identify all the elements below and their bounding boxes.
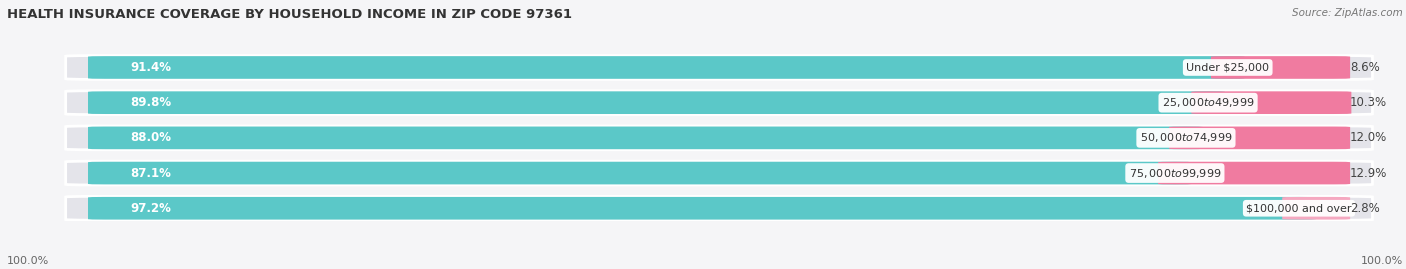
Text: Source: ZipAtlas.com: Source: ZipAtlas.com <box>1292 8 1403 18</box>
FancyBboxPatch shape <box>1211 56 1350 79</box>
Text: $75,000 to $99,999: $75,000 to $99,999 <box>1129 167 1222 180</box>
FancyBboxPatch shape <box>1170 126 1350 149</box>
Text: $25,000 to $49,999: $25,000 to $49,999 <box>1161 96 1254 109</box>
Text: 10.3%: 10.3% <box>1350 96 1388 109</box>
Text: 2.8%: 2.8% <box>1350 202 1379 215</box>
FancyBboxPatch shape <box>89 197 1316 220</box>
FancyBboxPatch shape <box>1159 162 1350 184</box>
FancyBboxPatch shape <box>89 162 1192 184</box>
Text: 88.0%: 88.0% <box>129 131 172 144</box>
Text: 12.9%: 12.9% <box>1350 167 1388 180</box>
FancyBboxPatch shape <box>66 161 1372 185</box>
Text: Under $25,000: Under $25,000 <box>1187 62 1270 72</box>
Text: 100.0%: 100.0% <box>7 256 49 266</box>
Text: 97.2%: 97.2% <box>129 202 170 215</box>
FancyBboxPatch shape <box>1282 197 1350 220</box>
Text: 100.0%: 100.0% <box>1361 256 1403 266</box>
Text: 91.4%: 91.4% <box>129 61 172 74</box>
Text: 89.8%: 89.8% <box>129 96 172 109</box>
FancyBboxPatch shape <box>66 91 1372 115</box>
Text: $50,000 to $74,999: $50,000 to $74,999 <box>1140 131 1232 144</box>
Text: 87.1%: 87.1% <box>129 167 170 180</box>
Text: HEALTH INSURANCE COVERAGE BY HOUSEHOLD INCOME IN ZIP CODE 97361: HEALTH INSURANCE COVERAGE BY HOUSEHOLD I… <box>7 8 572 21</box>
FancyBboxPatch shape <box>89 126 1202 149</box>
FancyBboxPatch shape <box>66 196 1372 220</box>
Text: $100,000 and over: $100,000 and over <box>1246 203 1351 213</box>
FancyBboxPatch shape <box>66 56 1372 79</box>
Text: 8.6%: 8.6% <box>1350 61 1379 74</box>
FancyBboxPatch shape <box>89 56 1244 79</box>
FancyBboxPatch shape <box>1191 91 1351 114</box>
FancyBboxPatch shape <box>66 126 1372 150</box>
Text: 12.0%: 12.0% <box>1350 131 1388 144</box>
FancyBboxPatch shape <box>89 91 1225 114</box>
